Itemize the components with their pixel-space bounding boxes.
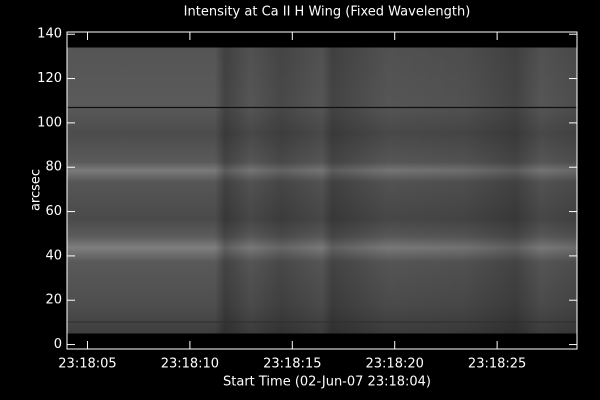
- y-tick-label: 0: [54, 337, 62, 352]
- x-axis-label: Start Time (02-Jun-07 23:18:04): [223, 375, 431, 390]
- x-tick-label: 23:18:05: [58, 357, 116, 372]
- y-tick-label: 100: [37, 115, 62, 130]
- y-axis-label: arcsec: [29, 169, 44, 211]
- y-tick-label: 20: [45, 293, 62, 308]
- image-texture: [67, 47, 577, 334]
- y-tick-label: 120: [37, 71, 62, 86]
- image: [67, 32, 577, 349]
- plot-frame: [66, 31, 578, 350]
- y-tick-label: 40: [45, 248, 62, 263]
- x-tick-label: 23:18:10: [161, 357, 219, 372]
- x-tick-label: 23:18:25: [468, 357, 526, 372]
- y-tick-label: 140: [37, 27, 62, 42]
- x-tick-label: 23:18:20: [366, 357, 424, 372]
- y-tick-label: 80: [45, 160, 62, 175]
- x-tick-label: 23:18:15: [263, 357, 321, 372]
- chart-title: Intensity at Ca II H Wing (Fixed Wavelen…: [184, 5, 471, 20]
- y-tick-label: 60: [45, 204, 62, 219]
